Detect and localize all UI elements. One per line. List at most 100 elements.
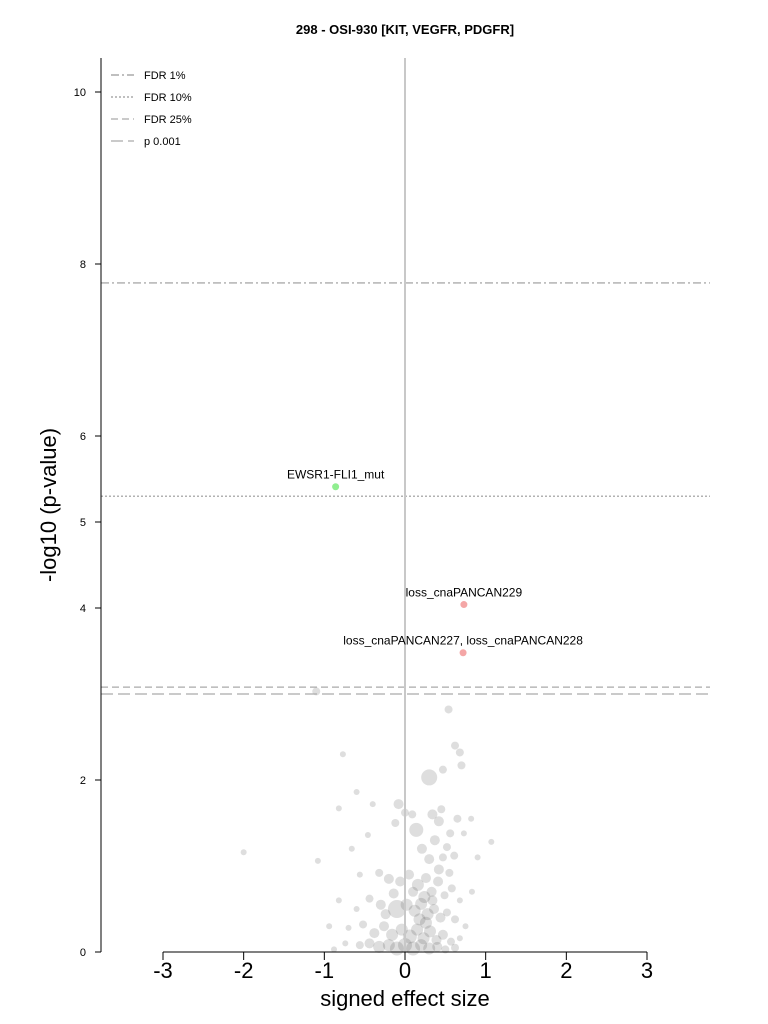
point-annotation: loss_cnaPANCAN227, loss_cnaPANCAN228 [343,634,583,648]
data-point [416,843,427,854]
data-point [404,869,415,880]
y-axis-label: -log10 (p-value) [36,428,61,582]
data-point [438,765,447,774]
data-point [429,904,440,914]
legend-label: p 0.001 [144,136,181,148]
data-point [457,761,466,770]
y-tick-label: 4 [80,603,86,615]
data-point [364,832,371,839]
data-point [424,925,437,938]
data-point [433,876,444,887]
data-point [411,878,424,891]
data-point [468,888,475,895]
data-point [446,937,455,946]
data-point [353,789,360,796]
data-point [383,873,394,884]
data-point [408,904,421,917]
data-point [438,853,447,862]
data-point [342,940,349,947]
data-point [426,886,437,897]
x-tick-label: 2 [560,958,572,983]
highlighted-points: EWSR1-FLI1_mut loss_cnaPANCAN229 loss_cnaP… [287,468,583,657]
data-point [415,897,428,910]
data-point [446,829,455,838]
data-point [453,814,462,823]
x-tick-label: 3 [641,958,653,983]
data-point [369,801,376,808]
data-point [380,909,391,920]
data-point [450,851,459,860]
data-point [418,890,431,903]
data-point [369,928,380,939]
data-point [353,906,360,912]
data-point [441,945,450,954]
data-point [474,854,481,861]
data-point [415,939,428,952]
data-point [419,916,432,929]
data-point [445,868,454,877]
data-point [455,748,464,757]
y-tick-label: 5 [80,517,86,529]
data-point [421,908,434,921]
x-axis-ticks: -3 -2 -1 0 1 2 3 [153,952,653,983]
point-annotation: EWSR1-FLI1_mut [287,468,385,482]
data-point [427,809,438,820]
data-point [331,946,338,953]
data-point [339,751,346,758]
highlighted-point [459,649,467,657]
data-point [335,805,342,812]
highlighted-point [332,483,340,491]
data-point [395,876,406,887]
data-point [431,934,442,945]
data-point [393,799,404,810]
y-tick-label: 2 [80,775,86,787]
data-point [435,912,446,923]
data-point [359,920,368,929]
data-point [391,819,400,827]
data-point [456,935,463,942]
data-point [437,805,446,814]
data-point [379,921,390,932]
data-point [326,923,333,930]
x-tick-label: -2 [234,958,254,983]
data-point [424,854,435,865]
legend-label: FDR 10% [144,92,192,104]
data-point [488,838,495,845]
data-point [468,815,475,822]
legend-label: FDR 25% [144,114,192,126]
x-axis-label: signed effect size [320,986,490,1011]
data-point [400,898,413,911]
data-point [429,835,440,846]
data-point [375,899,386,910]
data-point [364,938,375,949]
data-point [411,923,424,936]
data-point [451,943,460,952]
data-point [451,741,460,750]
data-point [408,886,419,897]
y-tick-label: 8 [80,259,86,271]
legend: FDR 1% FDR 10% FDR 25% p 0.001 [111,70,192,148]
data-point [365,894,374,903]
data-point [451,915,460,924]
data-point [442,843,451,852]
data-point [433,864,444,875]
data-point [420,873,431,884]
data-point [345,924,352,931]
y-tick-label: 0 [80,947,86,959]
data-point [433,816,444,827]
chart-title: 298 - OSI-930 [KIT, VEGFR, PDGFR] [296,22,514,37]
data-point [356,871,363,878]
data-point [437,929,448,940]
data-point [462,923,469,930]
data-point [382,939,395,952]
data-point [460,830,467,837]
data-point [447,884,456,893]
legend-label: FDR 1% [144,70,186,82]
data-point [314,857,321,864]
data-point [388,888,399,899]
data-point [421,769,438,786]
data-point [355,941,364,950]
data-point [375,868,384,877]
y-tick-label: 6 [80,431,86,443]
